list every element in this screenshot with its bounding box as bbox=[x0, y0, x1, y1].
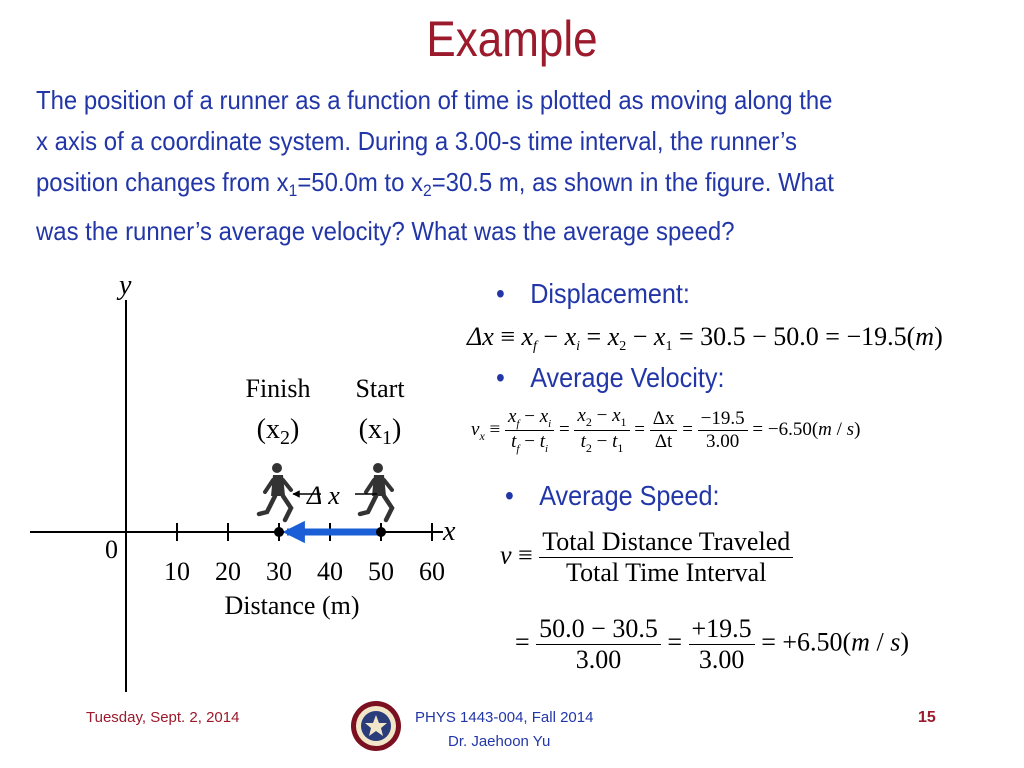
tick-label-30: 30 bbox=[266, 557, 292, 586]
tick-label-20: 20 bbox=[215, 557, 241, 586]
distance-axis-title: Distance (m) bbox=[224, 591, 359, 620]
start-dot bbox=[376, 527, 386, 537]
finish-dot bbox=[274, 527, 284, 537]
start-label: Start bbox=[355, 374, 405, 403]
speed-result-equation: = 50.0 − 30.5 3.00 = +19.5 3.00 = +6.50(m … bbox=[515, 614, 909, 674]
position-figure: y x 0 10 20 30 40 50 60 Distance (m) Fin… bbox=[30, 270, 456, 692]
slide-title: Example bbox=[426, 11, 598, 67]
runner-icon bbox=[357, 463, 395, 523]
finish-label: Finish bbox=[245, 374, 310, 403]
bullet-avg-velocity: • Average Velocity: bbox=[496, 362, 725, 393]
bullet-displacement: • Displacement: bbox=[496, 278, 690, 309]
displacement-equation: Δx ≡ xf − xi = x2 − x1 = 30.5 − 50.0 = −… bbox=[467, 322, 943, 354]
finish-position-label: (x2) bbox=[257, 414, 300, 449]
university-seal-icon bbox=[351, 701, 401, 751]
tick-label-10: 10 bbox=[164, 557, 190, 586]
problem-line-4: was the runner’s average velocity? What … bbox=[36, 216, 735, 246]
page-number: 15 bbox=[918, 709, 936, 726]
footer-course: PHYS 1443-004, Fall 2014 bbox=[415, 709, 594, 726]
footer-date: Tuesday, Sept. 2, 2014 bbox=[86, 709, 240, 726]
tick-label-40: 40 bbox=[317, 557, 343, 586]
tick-label-60: 60 bbox=[419, 557, 445, 586]
tick-label-50: 50 bbox=[368, 557, 394, 586]
problem-statement: The position of a runner as a function o… bbox=[36, 80, 919, 252]
delta-x-label: Δ x bbox=[306, 481, 340, 510]
y-axis-label: y bbox=[116, 270, 132, 301]
speed-definition-equation: v ≡ Total Distance Traveled Total Time In… bbox=[500, 527, 794, 588]
x-axis-label: x bbox=[442, 516, 456, 547]
problem-line-3: position changes from x1=50.0m to x2=30.… bbox=[36, 167, 834, 200]
start-position-label: (x1) bbox=[359, 414, 402, 449]
problem-line-1: The position of a runner as a function o… bbox=[36, 85, 833, 115]
problem-line-2: x axis of a coordinate system. During a … bbox=[36, 126, 797, 156]
runner-icon bbox=[256, 463, 294, 523]
bullet-avg-speed: • Average Speed: bbox=[505, 480, 720, 511]
origin-label: 0 bbox=[105, 535, 118, 564]
footer-instructor: Dr. Jaehoon Yu bbox=[448, 733, 551, 750]
velocity-equation: vx ≡ xf − xi tf − ti = x2 − x1 t2 − t1 = Δ… bbox=[471, 405, 861, 455]
